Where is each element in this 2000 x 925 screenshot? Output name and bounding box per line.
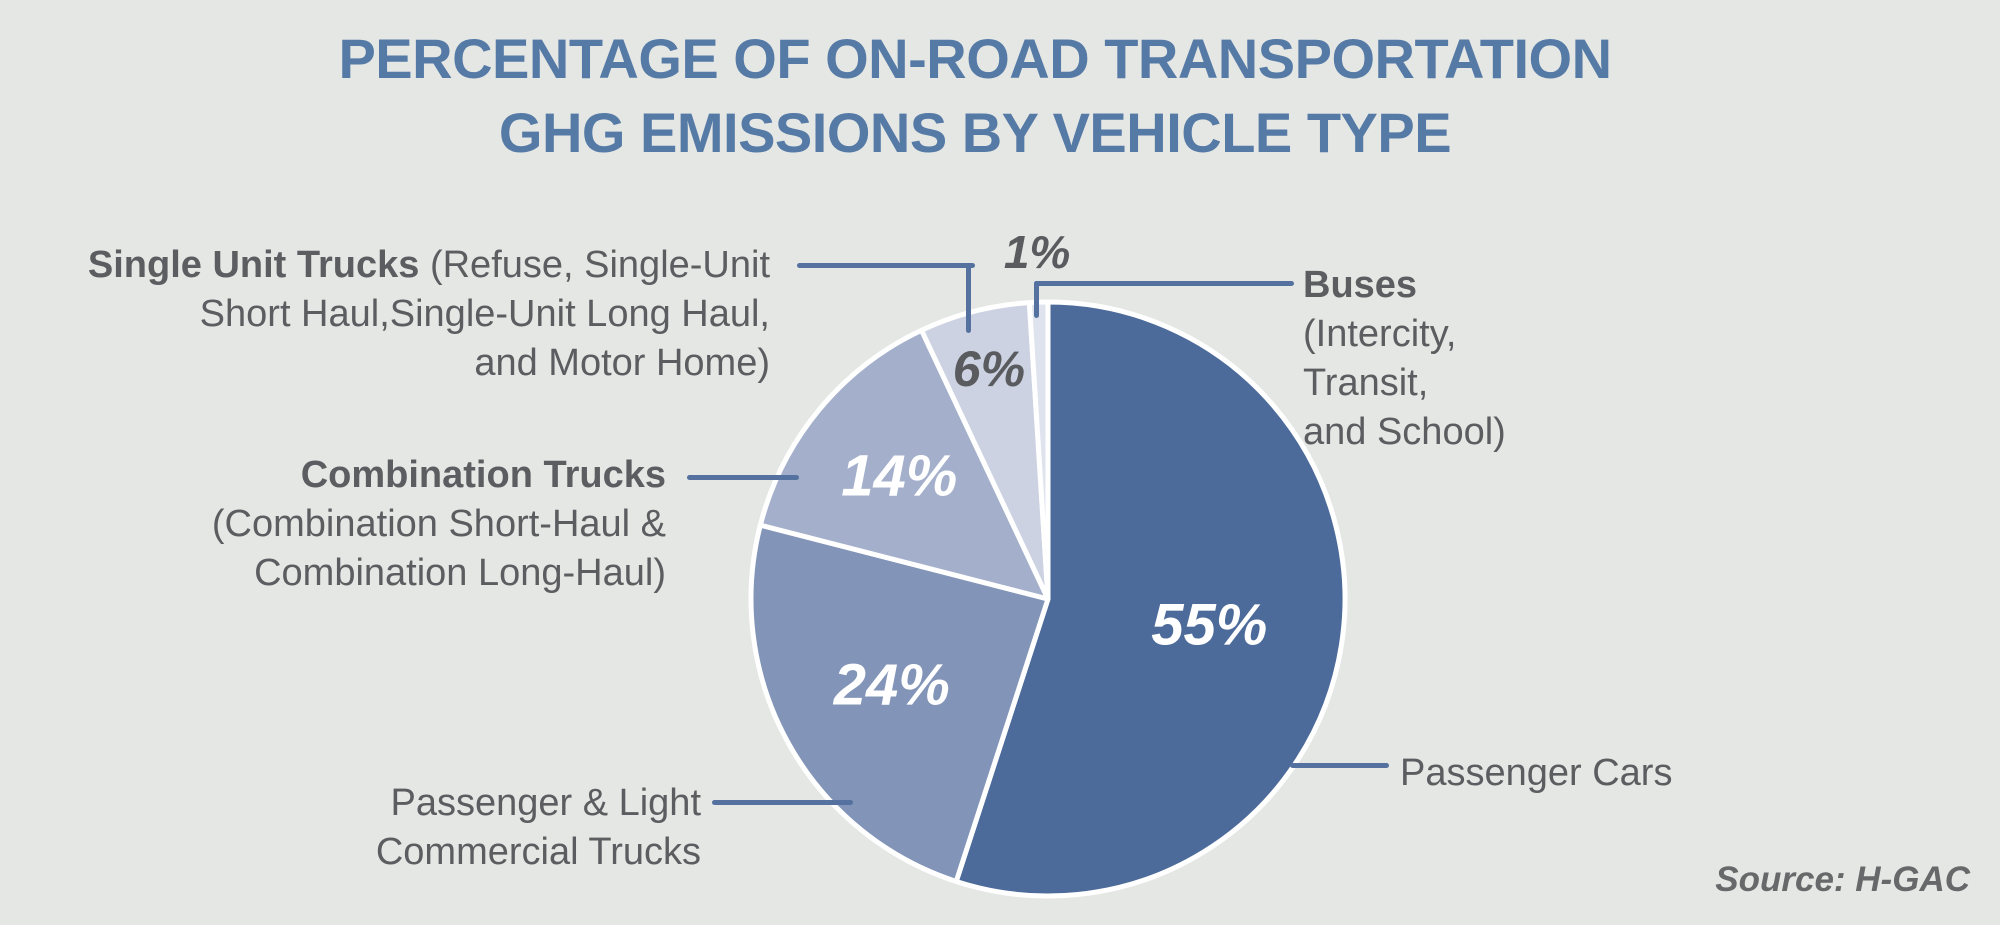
pie-chart	[748, 299, 1348, 899]
chart-title-line1: PERCENTAGE OF ON-ROAD TRANSPORTATION	[338, 27, 1612, 90]
slice-pct-label-24%: 24%	[833, 652, 950, 718]
callout-combination-trucks: Combination Trucks (Combination Short-Ha…	[212, 451, 666, 598]
pie-slice-55%	[953, 299, 1348, 899]
callout-single-unit-line1: Single Unit Trucks (Refuse, Single-Unit	[88, 241, 770, 290]
leader-line-buses-horizontal	[1034, 281, 1294, 286]
callout-passenger-cars: Passenger Cars	[1400, 749, 1672, 798]
leader-line-single-unit-vertical	[966, 263, 971, 333]
slice-pct-label-14%: 14%	[841, 443, 958, 509]
leader-line-single-unit-horizontal	[797, 263, 975, 268]
callout-buses-line1: Buses	[1303, 264, 1418, 306]
callout-buses-line2: (Intercity,	[1303, 313, 1457, 355]
callout-buses: Buses (Intercity, Transit, and School)	[1303, 261, 1506, 457]
callout-single-unit-line3: and Motor Home)	[474, 342, 770, 384]
callout-single-unit-rest: (Refuse, Single-Unit	[419, 244, 770, 286]
callout-combination-line1: Combination Trucks	[300, 454, 666, 496]
callout-combination-line2: (Combination Short-Haul &	[211, 503, 666, 545]
callout-single-unit-bold: Single Unit Trucks	[87, 244, 420, 286]
slice-pct-label-6%: 6%	[952, 340, 1026, 397]
chart-title: PERCENTAGE OF ON-ROAD TRANSPORTATION GHG…	[0, 22, 1950, 170]
pie-slice-24%	[748, 522, 1051, 884]
callout-buses-line4: and School)	[1303, 411, 1506, 453]
callout-passenger-light-trucks: Passenger & Light Commercial Trucks	[376, 779, 701, 877]
pie-slice-14%	[757, 327, 1051, 602]
slice-pct-label-55%: 55%	[1151, 592, 1268, 658]
callout-passenger-light-line2: Commercial Trucks	[375, 831, 701, 873]
callout-buses-line3: Transit,	[1303, 362, 1429, 404]
source-note: Source: H-GAC	[1715, 860, 1970, 899]
slice-pct-label-1%: 1%	[1003, 225, 1071, 278]
callout-passenger-light-line1: Passenger & Light	[390, 782, 701, 824]
leader-line-passenger-light-horizontal	[712, 800, 853, 805]
callout-single-unit-trucks: Single Unit Trucks (Refuse, Single-Unit …	[88, 241, 770, 388]
chart-title-line2: GHG EMISSIONS BY VEHICLE TYPE	[498, 101, 1452, 164]
leader-line-buses-vertical	[1034, 281, 1039, 318]
callout-passenger-cars-label: Passenger Cars	[1400, 752, 1673, 794]
callout-combination-line3: Combination Long-Haul)	[254, 552, 666, 594]
callout-single-unit-line2: Short Haul,Single-Unit Long Haul,	[199, 293, 770, 335]
leader-line-combination-horizontal	[687, 475, 799, 480]
leader-line-passenger-cars-horizontal	[1290, 763, 1389, 768]
